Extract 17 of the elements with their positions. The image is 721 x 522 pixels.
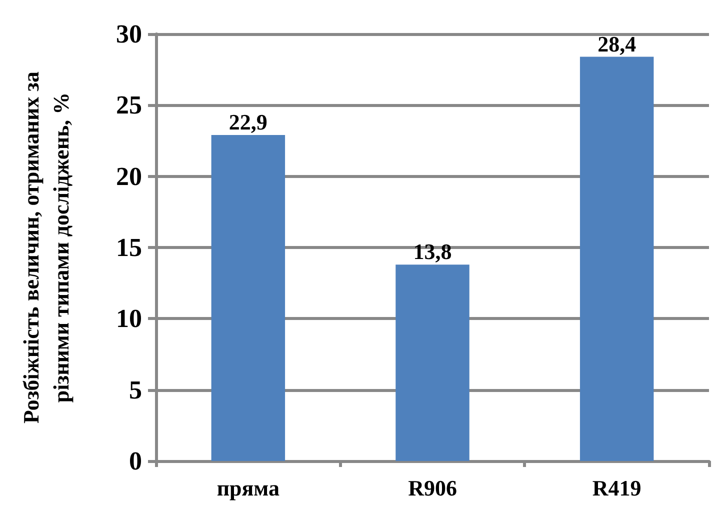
x-tick-label: R906 xyxy=(408,476,457,500)
y-tick-label: 0 xyxy=(129,446,142,476)
y-tick-label: 10 xyxy=(116,304,142,334)
x-tick-label: R419 xyxy=(592,476,642,500)
y-tick-label: 5 xyxy=(129,375,142,404)
y-tick-label: 15 xyxy=(116,233,142,262)
y-tick-label: 20 xyxy=(116,162,142,191)
bar xyxy=(580,56,654,461)
data-label: 28,4 xyxy=(598,31,636,56)
y-tick-label: 25 xyxy=(116,90,142,120)
data-label: 13,8 xyxy=(413,239,452,264)
y-tick-label: 30 xyxy=(116,20,142,48)
bar xyxy=(396,264,470,461)
bar xyxy=(211,135,286,461)
x-tick-label: пряма xyxy=(216,476,280,500)
data-label: 22,9 xyxy=(228,110,268,135)
y-axis-title: Розбіжність величин, отриманих за різними типами досліджень, % xyxy=(18,72,74,424)
